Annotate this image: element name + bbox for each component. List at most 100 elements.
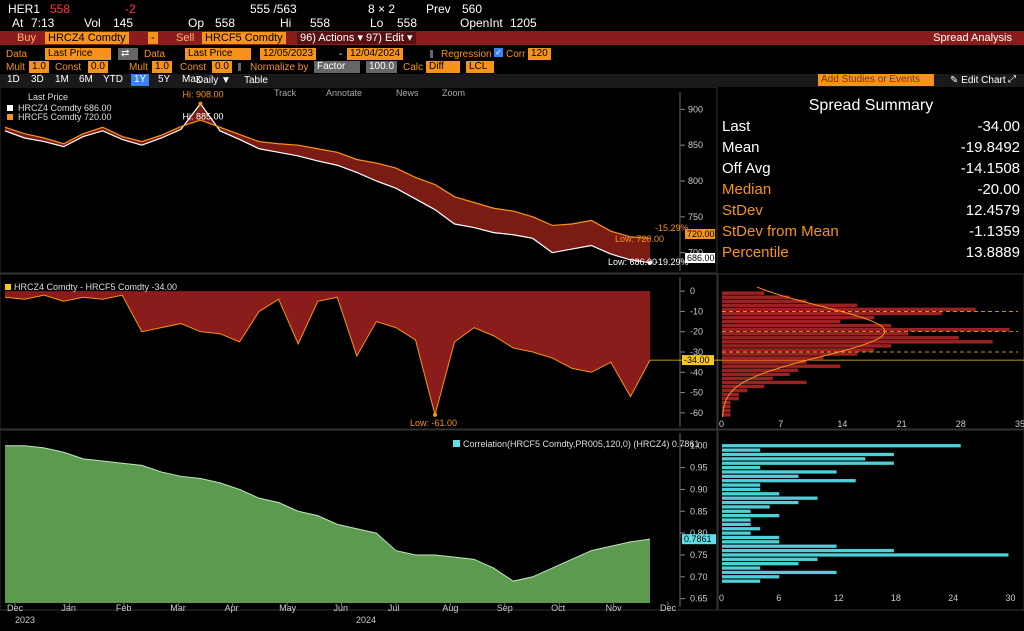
- mult2-input[interactable]: 1.0: [152, 61, 172, 73]
- spread-ytick-label: 0: [690, 286, 695, 296]
- hist1-xtick-label: 35: [1015, 419, 1024, 429]
- prev-value: 560: [462, 2, 483, 16]
- corr-legend-swatch: [453, 440, 460, 447]
- low-label-1: Low: 686.00: [608, 257, 657, 267]
- summary-value: 13.8889: [965, 244, 1020, 261]
- hist-bar: [722, 409, 731, 413]
- spread-panel: [0, 273, 718, 430]
- period-button[interactable]: Max: [182, 74, 201, 85]
- summary-value: -14.1508: [960, 160, 1020, 177]
- hist2-xtick-label: 30: [1005, 593, 1015, 603]
- chart-tool-track[interactable]: Track: [274, 88, 297, 98]
- corr-checkbox[interactable]: ✓: [494, 48, 503, 57]
- hist-bar: [722, 299, 807, 303]
- pencil-icon: ✎: [950, 75, 959, 86]
- chart-tool-news[interactable]: News: [396, 88, 419, 98]
- swap-icon[interactable]: ⇄: [118, 48, 138, 60]
- normalize-dropdown[interactable]: Factor: [314, 61, 360, 73]
- hist1-xtick-label: 7: [778, 419, 783, 429]
- spread-ytick-label: -30: [690, 347, 703, 357]
- start-date-input[interactable]: 12/05/2023: [260, 48, 317, 60]
- edit-chart-button[interactable]: ✎ Edit Chart: [950, 75, 1006, 86]
- hist-bar: [722, 344, 892, 348]
- expand-icon[interactable]: ⤢: [1008, 74, 1016, 85]
- low-label-2: Low: 720.00: [615, 234, 664, 244]
- xtick-label: Dec: [660, 603, 677, 613]
- buy-ticker-field[interactable]: HRCZ4 Comdty: [45, 32, 129, 44]
- price-legend-s1: HRCZ4 Comdty 686.00: [18, 103, 112, 113]
- summary-key: Off Avg: [722, 160, 771, 177]
- corr-hist-bar: [722, 479, 856, 483]
- period-button[interactable]: 6M: [79, 74, 93, 85]
- corr-ytick-label: 1.00: [690, 441, 708, 451]
- chart-tool-annotate[interactable]: Annotate: [326, 88, 362, 98]
- data2-dropdown[interactable]: Last Price: [185, 48, 251, 60]
- series-line-1: [4, 102, 651, 264]
- lcl-dropdown[interactable]: LCL: [466, 61, 494, 73]
- hist-bar: [722, 348, 875, 352]
- xtick-label: Nov: [606, 603, 623, 613]
- frequency-dropdown[interactable]: Daily ▼: [196, 75, 231, 86]
- data2-label: Data: [144, 49, 166, 60]
- mult1-input[interactable]: 1.0: [29, 61, 49, 73]
- high-label: Hi: [280, 16, 292, 30]
- data1-dropdown[interactable]: Last Price: [45, 48, 111, 60]
- summary-key: Percentile: [722, 244, 789, 261]
- period-button[interactable]: 1M: [55, 74, 69, 85]
- low-value: 558: [397, 16, 418, 30]
- legend-swatch-hrcz4: [7, 105, 13, 111]
- hist-bar: [722, 380, 807, 385]
- calc-dropdown[interactable]: Diff: [426, 61, 460, 73]
- open-value: 558: [215, 16, 236, 30]
- corr-hist-bar: [722, 535, 780, 540]
- operator-dropdown[interactable]: -: [148, 32, 158, 44]
- period-button[interactable]: 3D: [31, 74, 44, 85]
- sell-ticker-field[interactable]: HRCF5 Comdty: [202, 32, 286, 44]
- regression-checkbox[interactable]: [430, 50, 433, 58]
- actions-menu[interactable]: 96) Actions ▾: [297, 32, 366, 44]
- corr-hist-bar: [722, 544, 837, 548]
- ticker[interactable]: HER1: [8, 2, 41, 16]
- corr-hist-bar: [722, 553, 1009, 557]
- const1-label: Const: [55, 62, 82, 73]
- period-button[interactable]: 5Y: [158, 74, 171, 85]
- corr-ytick-label: 0.95: [690, 463, 708, 473]
- corr-window-input[interactable]: 120: [528, 48, 551, 60]
- low-label: Lo: [370, 16, 384, 30]
- const2-input[interactable]: 0.0: [212, 61, 232, 73]
- price-ytick-label: 750: [688, 212, 703, 222]
- period-button[interactable]: YTD: [103, 74, 123, 85]
- normalize-factor-input[interactable]: 100.0: [366, 61, 398, 73]
- table-button[interactable]: Table: [244, 75, 268, 86]
- corr-hist-bar: [722, 522, 751, 527]
- const1-input[interactable]: 0.0: [88, 61, 108, 73]
- spread-low-label: Low: -61.00: [410, 418, 457, 428]
- corr-hist-bar: [722, 540, 780, 544]
- normalize-checkbox[interactable]: [238, 63, 241, 71]
- corr-hist-bar: [722, 500, 799, 505]
- corr-hist-bar: [722, 575, 780, 579]
- end-date-input[interactable]: 12/04/2024: [347, 48, 404, 60]
- hist-bar: [722, 323, 892, 328]
- hist-bar: [722, 307, 976, 312]
- add-studies-input[interactable]: Add Studies or Events: [818, 74, 934, 86]
- spread-toolbar: Buy HRCZ4 Comdty - Sell HRCF5 Comdty 96)…: [0, 31, 1024, 45]
- corr-hist-bar: [722, 531, 751, 535]
- edit-menu[interactable]: 97) Edit ▾: [363, 32, 416, 44]
- corr-hist-bar: [722, 492, 780, 496]
- summary-key: StDev from Mean: [722, 223, 839, 240]
- spread-summary: Spread Summary: [718, 87, 1024, 187]
- period-button[interactable]: 1Y: [131, 74, 150, 86]
- period-button[interactable]: 1D: [7, 74, 20, 85]
- corr-ytick-label: 0.75: [690, 550, 708, 560]
- corr-hist-bar: [722, 496, 818, 500]
- corr-hist-bar: [722, 448, 761, 452]
- corr-hist-bar: [722, 474, 799, 478]
- price-ytick-label: 900: [688, 104, 703, 114]
- chart-tool-zoom[interactable]: Zoom: [442, 88, 465, 98]
- hist-bar: [722, 356, 824, 360]
- summary-title: Spread Summary: [808, 97, 934, 114]
- xtick-label: Aug: [442, 603, 458, 613]
- hist2-xtick-label: 24: [948, 593, 958, 603]
